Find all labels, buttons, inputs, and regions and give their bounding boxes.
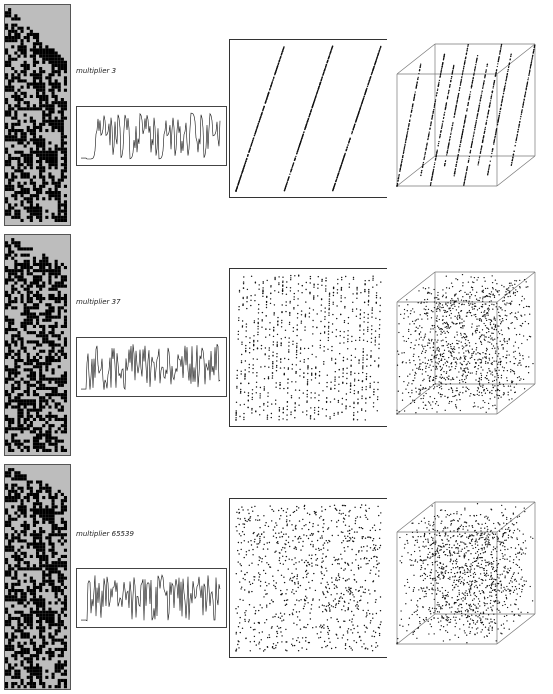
- pairs-scatter-plot: [229, 498, 388, 658]
- cellular-bit-pattern: [4, 464, 71, 690]
- cellular-bit-pattern: [4, 4, 71, 226]
- time-series-plot: [76, 337, 227, 397]
- panel-caption: multiplier 65539: [76, 530, 134, 538]
- pairs-scatter-plot: [229, 39, 388, 198]
- triples-3d-scatter-plot: [387, 266, 543, 428]
- panel-caption: multiplier 3: [76, 67, 117, 75]
- time-series-plot: [76, 106, 227, 166]
- triples-3d-scatter-plot: [387, 38, 543, 200]
- pairs-scatter-plot: [229, 268, 388, 427]
- panel-caption: multiplier 37: [76, 298, 121, 306]
- triples-3d-scatter-plot: [387, 496, 543, 658]
- time-series-plot: [76, 568, 227, 628]
- cellular-bit-pattern: [4, 234, 71, 456]
